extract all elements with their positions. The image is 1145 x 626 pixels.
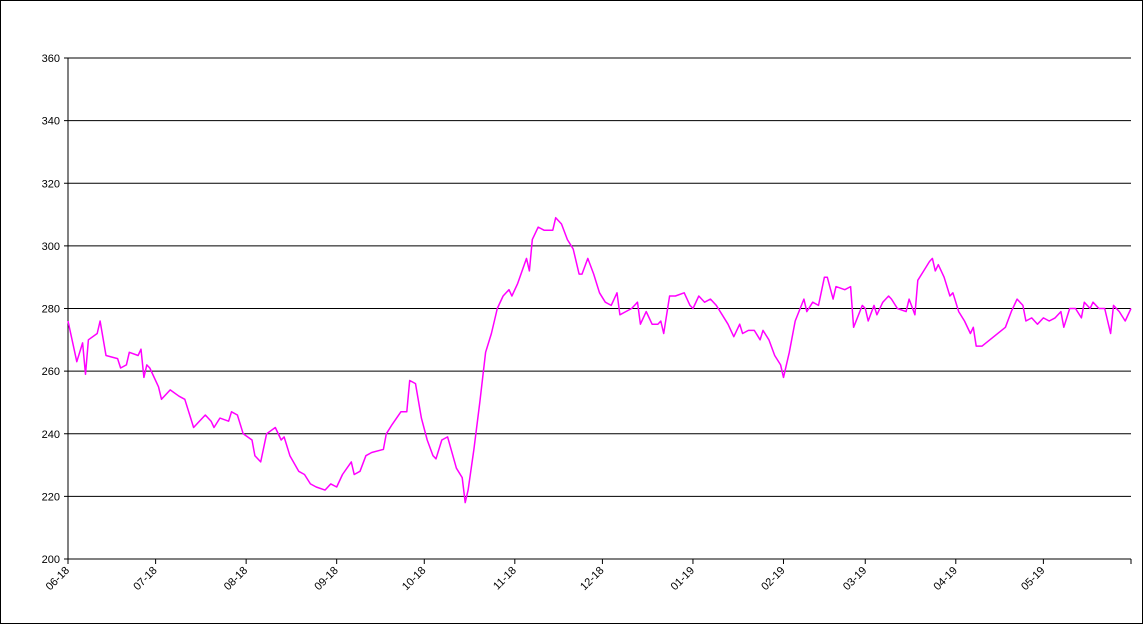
x-tick-label: 09-18 [312,565,340,593]
x-tick-label: 05-19 [1019,565,1047,593]
x-tick-label: 02-19 [759,565,787,593]
y-tick-label: 260 [42,366,60,378]
x-tick-label: 07-18 [131,565,159,593]
x-tick-label: 08-18 [222,565,250,593]
x-tick-label: 11-18 [491,565,519,593]
y-tick-label: 340 [42,116,60,128]
y-tick-label: 360 [42,53,60,65]
series-layer [67,216,1132,504]
y-axis-tick-labels: 200 220 240 260 280 300 320 340 360 [42,53,60,566]
y-tick-label: 240 [42,429,60,441]
y-tick-label: 200 [42,554,60,566]
gridlines [68,57,1131,497]
x-tick-label: 12-18 [578,565,606,593]
y-tick-label: 300 [42,241,60,253]
x-tick-label: 03-19 [841,565,869,593]
y-tick-label: 320 [42,178,60,190]
x-tick-label: 01-19 [669,565,697,593]
y-tick-label: 220 [42,491,60,503]
series-line-0 [67,216,1132,504]
x-tick-label: 04-19 [932,565,960,593]
x-tick-label: 06-18 [44,565,72,593]
x-axis-tick-labels: 06-18 07-18 08-18 09-18 10-18 11-18 12-18 01-19… [44,565,1048,593]
y-tick-label: 280 [42,304,60,316]
x-tick-label: 10-18 [400,565,428,593]
axes [64,57,1132,564]
